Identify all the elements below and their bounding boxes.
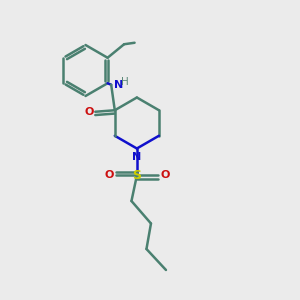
Text: H: H [121, 77, 128, 87]
Text: N: N [132, 152, 142, 162]
Text: N: N [114, 80, 123, 90]
Text: S: S [132, 169, 141, 182]
Text: O: O [104, 170, 113, 181]
Text: O: O [84, 107, 94, 117]
Text: O: O [160, 170, 170, 181]
